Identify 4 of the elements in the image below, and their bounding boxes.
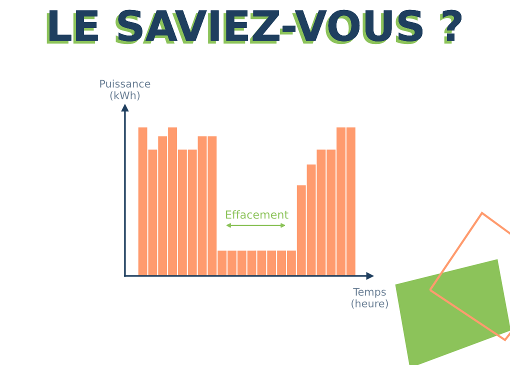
chart-title: LE SAVIEZ-VOUS ? (46, 10, 462, 44)
y-axis-title: Puissance (kWh) (100, 80, 150, 101)
annotation: Effacement (226, 210, 288, 219)
x-axis-title: Temps (heure) (352, 288, 388, 309)
